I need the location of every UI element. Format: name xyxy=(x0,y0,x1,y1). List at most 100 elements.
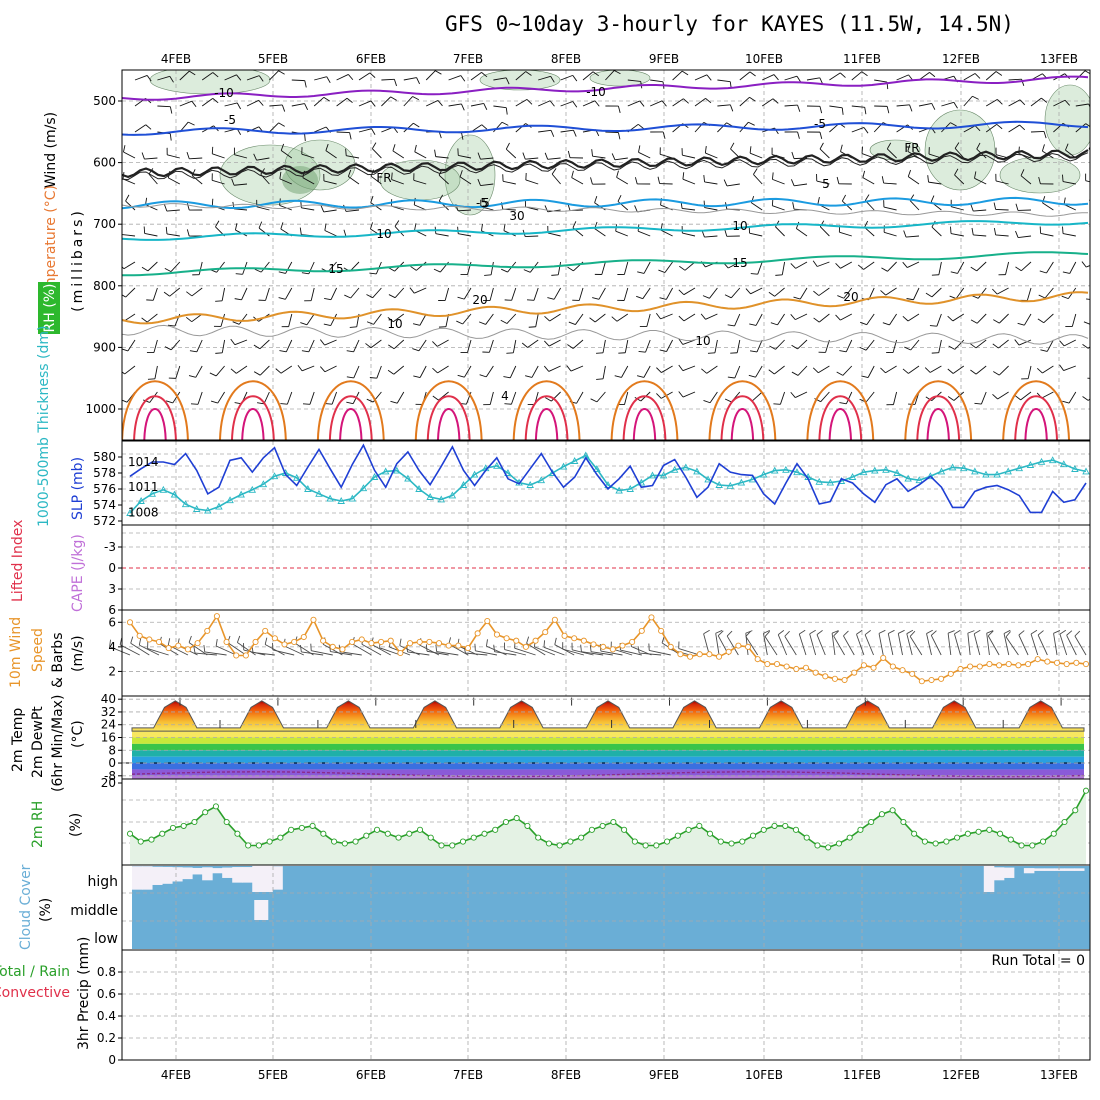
barb-flag xyxy=(906,629,914,635)
barb-staff xyxy=(602,365,606,379)
cloud-high-bar xyxy=(132,866,143,890)
barb-flag xyxy=(278,122,285,127)
barb-staff xyxy=(435,156,449,159)
barb-flag xyxy=(525,375,533,378)
wind-barb xyxy=(791,339,808,350)
y-tick-label: 500 xyxy=(93,94,116,108)
wind-barb xyxy=(478,313,494,325)
barb-staff xyxy=(739,96,750,107)
barb-staff xyxy=(1063,365,1076,371)
barb-staff xyxy=(796,228,808,237)
barb-staff xyxy=(510,391,517,405)
wind-barb xyxy=(1030,130,1047,139)
barb-staff xyxy=(224,102,238,107)
wind-barb xyxy=(857,261,875,270)
precip-label-c: 3hr Precip (mm) xyxy=(76,937,92,1050)
barb-flag xyxy=(503,376,511,379)
barb-staff xyxy=(512,339,517,353)
barb-staff xyxy=(775,339,785,350)
barb-flag xyxy=(726,630,733,637)
wind-barb xyxy=(681,148,696,159)
barb-flag xyxy=(264,637,268,645)
barb-staff xyxy=(750,287,763,295)
barb-flag xyxy=(1015,203,1019,211)
boundary-layer-contour xyxy=(535,408,559,440)
barb-flag xyxy=(543,365,550,372)
wind-barb xyxy=(902,313,920,322)
wind-barb xyxy=(456,313,472,325)
data-point xyxy=(975,828,982,835)
wind-barb xyxy=(739,71,756,81)
data-point xyxy=(181,500,190,508)
barb-flag xyxy=(812,367,819,374)
barb-staff xyxy=(817,261,830,267)
wind-barb xyxy=(851,127,869,134)
wind-barb xyxy=(992,287,1009,295)
cloud-high-bar xyxy=(252,866,263,892)
data-point xyxy=(957,665,964,673)
data-point xyxy=(1060,460,1068,468)
data-point xyxy=(600,643,607,650)
barb-flag xyxy=(434,149,437,157)
wind-barb xyxy=(313,96,330,107)
barb-staff xyxy=(414,204,427,211)
barb-staff xyxy=(572,339,584,349)
boundary-layer-contour xyxy=(339,408,363,440)
barb-staff xyxy=(157,105,171,108)
top-date-label: 9FEB xyxy=(649,52,679,66)
wind-barb xyxy=(967,630,975,656)
bottom-date-label: 9FEB xyxy=(649,1068,679,1082)
wind10m-series xyxy=(126,613,1090,685)
wind-barb xyxy=(886,142,897,159)
barb-flag xyxy=(749,146,752,154)
barb-staff xyxy=(952,313,965,322)
barb-staff xyxy=(764,636,778,656)
data-point xyxy=(513,815,520,822)
data-point xyxy=(242,652,249,659)
barb-flag xyxy=(907,169,912,177)
data-point xyxy=(159,485,168,493)
wind-barb xyxy=(371,142,382,159)
wind-barb xyxy=(1039,261,1054,274)
barb-flag xyxy=(1064,99,1071,106)
barb-flag xyxy=(813,317,820,323)
barb-flag xyxy=(1081,261,1087,268)
wind-barb xyxy=(753,168,763,185)
data-point xyxy=(735,642,742,649)
barb-staff xyxy=(649,650,671,656)
wind-barb xyxy=(304,287,315,302)
data-point xyxy=(298,824,305,831)
barb-flag xyxy=(777,630,785,636)
data-point xyxy=(997,830,1004,837)
barb-flag xyxy=(1062,226,1064,234)
barb-staff xyxy=(134,124,147,133)
data-point xyxy=(524,822,531,829)
barb-flag xyxy=(457,374,465,378)
barb-flag xyxy=(412,96,420,101)
barb-flag xyxy=(580,644,582,652)
data-point xyxy=(726,481,735,489)
barb-staff xyxy=(373,313,382,325)
barb-flag xyxy=(748,121,755,126)
barb-staff xyxy=(755,313,763,326)
barb-flag xyxy=(904,346,911,351)
y-tick-label: 16 xyxy=(101,731,116,745)
barb-flag xyxy=(435,644,438,652)
barb-staff xyxy=(684,261,696,271)
barb-flag xyxy=(123,145,126,153)
barb-staff xyxy=(458,154,472,159)
barb-flag xyxy=(682,172,685,180)
data-point xyxy=(911,830,918,837)
barb-flag xyxy=(506,352,514,354)
barb-flag xyxy=(346,376,354,379)
contour-label: 5 xyxy=(822,177,830,191)
wind-barb xyxy=(985,123,1003,133)
wind-barb xyxy=(504,391,517,405)
barb-staff xyxy=(444,287,450,301)
data-point xyxy=(1072,807,1079,814)
data-point xyxy=(696,822,703,829)
data-point xyxy=(831,675,838,682)
barb-staff xyxy=(772,205,785,211)
data-point xyxy=(175,642,182,649)
wind-barb xyxy=(246,75,264,82)
